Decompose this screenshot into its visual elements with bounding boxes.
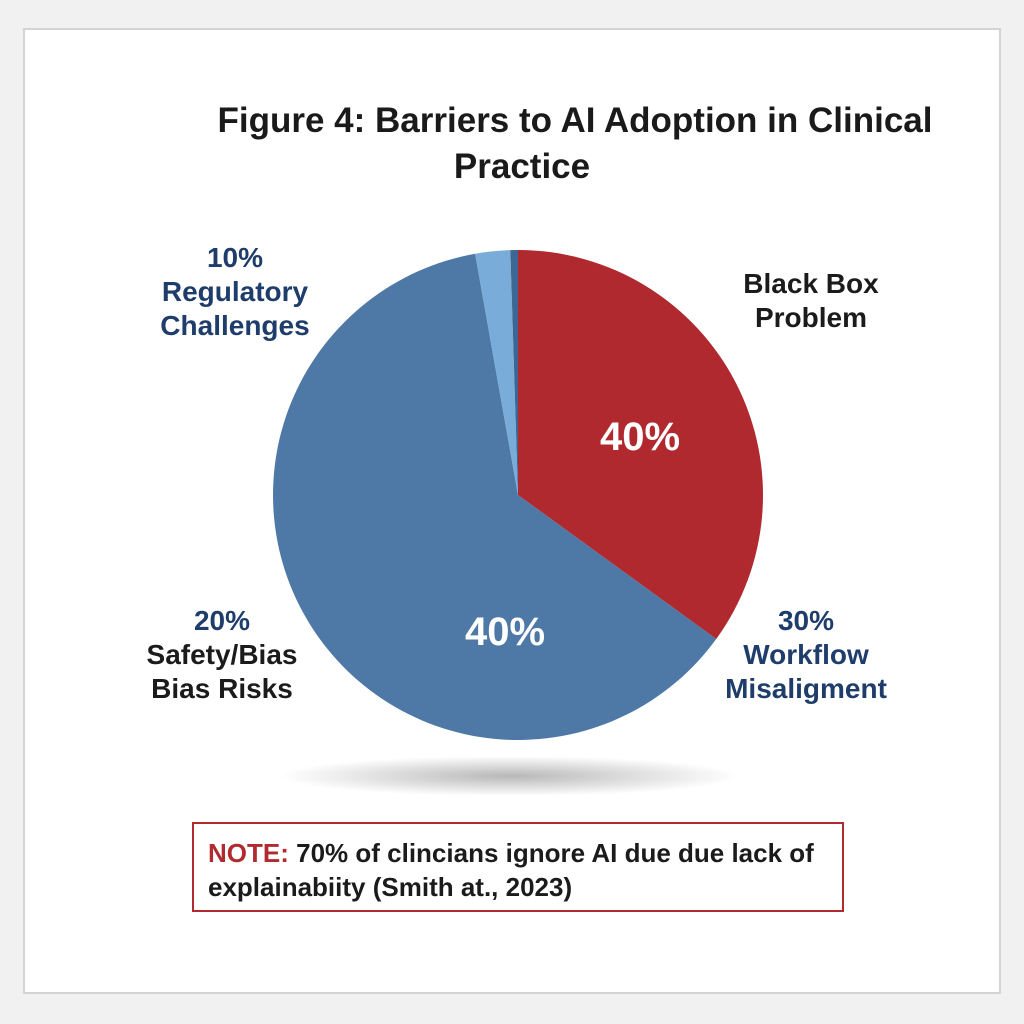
note-prefix: NOTE: <box>208 838 289 868</box>
chart-title: Figure 4: Barriers to AI Adoption in Cli… <box>0 98 1024 190</box>
pie-slice-4 <box>510 250 518 495</box>
slice-label-main: 40% <box>465 610 545 654</box>
callout-safety-pct: 20% <box>193 605 251 636</box>
pie-shadow <box>280 756 740 796</box>
pie-slice-2 <box>273 253 717 740</box>
callout-safety-line-2: Bias Risks <box>151 673 293 704</box>
callout-safety-line-1: Safety/Bias <box>146 639 298 670</box>
chart-title-line-1: Figure 4: Barriers to AI Adoption in Cli… <box>217 101 933 140</box>
callout-workflow: 30% Workflow Misaligment <box>706 604 906 706</box>
note-box: NOTE: 70% of clincians ignore AI due due… <box>192 822 844 912</box>
chart-title-line-2: Practice <box>453 147 591 186</box>
callout-workflow-line-2: Misaligment <box>725 673 887 704</box>
callout-regulatory-pct: 10% <box>206 242 264 273</box>
slice-label-black-box: 40% <box>600 415 680 459</box>
note-text: 70% of clincians ignore AI due due lack … <box>208 838 814 902</box>
callout-black-box: Black Box Problem <box>716 267 906 335</box>
pie-slice-3 <box>475 250 518 495</box>
callout-regulatory-line-1: Regulatory <box>161 276 309 307</box>
callout-regulatory-line-2: Challenges <box>160 310 310 341</box>
callout-regulatory: 10% Regulatory Challenges <box>140 241 330 343</box>
pie-slice-1 <box>518 250 764 640</box>
callout-workflow-line-1: Workflow <box>743 639 869 670</box>
callout-workflow-pct: 30% <box>777 605 835 636</box>
callout-black-box-line-2: Problem <box>754 302 868 333</box>
callout-safety: 20% Safety/Bias Bias Risks <box>122 604 322 706</box>
pie-slices <box>273 250 764 740</box>
callout-black-box-line-1: Black Box <box>743 268 879 299</box>
